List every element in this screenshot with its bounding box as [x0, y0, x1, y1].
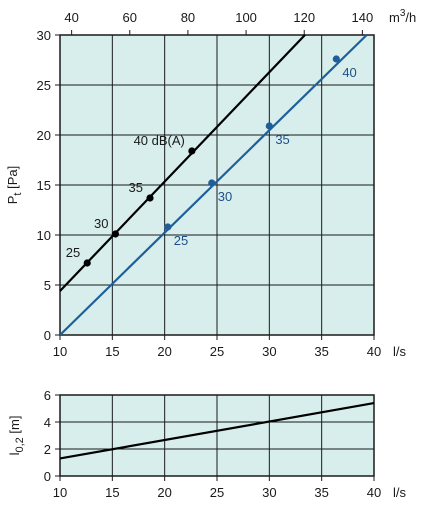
data-point-black: [188, 147, 196, 155]
y-tick-label: 0: [44, 328, 51, 343]
data-point-black: [146, 194, 154, 202]
plot-frame: [59, 34, 375, 336]
data-label-blue: 40: [342, 65, 356, 80]
x-axis-label: l/s: [393, 344, 407, 359]
x-tick-label: 25: [210, 344, 224, 359]
y-axis-label-main: l: [7, 452, 22, 455]
x-tick-label: 35: [314, 485, 328, 500]
chart-throw: 10 15 20 25 30 35 40 0 2 4 6 l/s l0,2 [m]: [7, 388, 407, 500]
top-axis-label-tail: /h: [405, 10, 416, 25]
data-point-black: [111, 230, 120, 238]
x-tick-label: 40: [367, 344, 381, 359]
data-point-blue: [164, 223, 172, 231]
x-tick-label: 20: [157, 344, 171, 359]
y-tick-label: 30: [37, 28, 51, 43]
x-tick-label: 25: [210, 485, 224, 500]
x-tick-label: 35: [314, 344, 328, 359]
x-axis-label: l/s: [393, 485, 407, 500]
y-tick-label: 25: [37, 78, 51, 93]
x-tick-label: 15: [105, 344, 119, 359]
x-tick-label: 30: [262, 344, 276, 359]
chart-pressure: 10 15 20 25 30 35 40 0 5 10 15 20 25 30 l/s Pt [Pa] 40 60…: [5, 8, 416, 359]
data-label-blue: 30: [218, 189, 232, 204]
data-point-blue: [208, 179, 216, 187]
x-tick-label: 10: [53, 344, 67, 359]
x-tick-label: 40: [367, 485, 381, 500]
series-line-black: [59, 402, 375, 460]
plot-frame: [59, 394, 375, 477]
top-tick-label: 80: [181, 10, 195, 25]
y-axis-label: l0,2 [m]: [7, 416, 26, 456]
y-axis-label-unit: [Pa]: [5, 166, 20, 193]
y-tick-label: 2: [44, 442, 51, 457]
data-point-blue: [332, 55, 340, 63]
data-label-black: 35: [129, 180, 143, 195]
top-tick-label: 40: [64, 10, 78, 25]
data-label-black: 40 dB(A): [134, 133, 185, 148]
x-tick-label: 20: [157, 485, 171, 500]
x-tick-label: 15: [105, 485, 119, 500]
y-tick-label: 4: [44, 415, 51, 430]
x-tick-label: 30: [262, 485, 276, 500]
top-axis-label: m3/h: [389, 8, 416, 25]
top-tick-label: 100: [235, 10, 257, 25]
x-tick-label: 10: [53, 485, 67, 500]
y-axis-label-main: P: [5, 196, 20, 205]
data-point-black: [83, 259, 91, 267]
y-axis-label-unit: [m]: [7, 416, 22, 438]
y-tick-label: 0: [44, 469, 51, 484]
data-label-blue: 25: [174, 233, 188, 248]
y-axis-label: Pt [Pa]: [5, 166, 24, 204]
series-line-black: [59, 34, 306, 292]
data-point-blue: [265, 122, 273, 130]
top-axis-label-main: m: [389, 10, 400, 25]
data-label-black: 30: [94, 216, 108, 231]
y-tick-label: 20: [37, 128, 51, 143]
y-axis-label-subscript: 0,2: [14, 437, 26, 452]
y-tick-label: 10: [37, 228, 51, 243]
top-tick-label: 140: [352, 10, 374, 25]
top-tick-label: 120: [293, 10, 315, 25]
top-tick-label: 60: [123, 10, 137, 25]
y-tick-label: 5: [44, 278, 51, 293]
y-axis-label-subscript: t: [12, 193, 24, 196]
y-tick-label: 6: [44, 388, 51, 403]
data-label-blue: 35: [275, 132, 289, 147]
top-axis-label-sup: 3: [400, 8, 406, 19]
data-label-black: 25: [66, 245, 80, 260]
y-tick-label: 15: [37, 178, 51, 193]
